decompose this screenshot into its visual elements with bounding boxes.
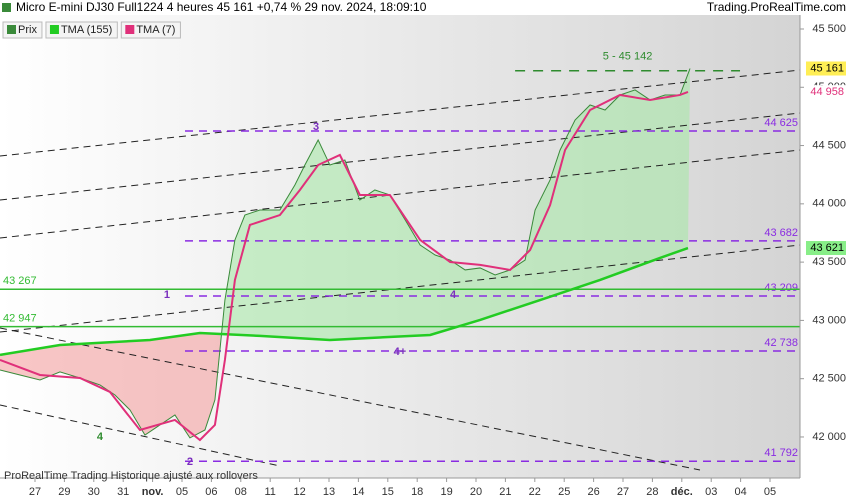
y-tick-label: 43 000	[812, 314, 846, 326]
price-marker	[806, 241, 846, 256]
level-label: 41 792	[764, 447, 798, 459]
x-axis-panel	[0, 478, 850, 500]
legend-label: TMA (155)	[61, 24, 112, 36]
x-tick-label: 13	[323, 486, 335, 498]
x-tick-label: 20	[470, 486, 482, 498]
trend-lines	[0, 69, 800, 471]
tma-line	[0, 90, 689, 442]
wave-label: 2	[187, 456, 193, 468]
wave-label: 4	[97, 431, 104, 443]
y-tick-label: 45 500	[812, 23, 846, 35]
y-tick-label: 44 500	[812, 139, 846, 151]
level-label: 43 682	[764, 227, 798, 239]
y-tick-label: 44 000	[812, 198, 846, 210]
x-tick-label: 08	[235, 486, 247, 498]
y-tick-label: 43 500	[812, 256, 846, 268]
x-tick-label: nov.	[142, 486, 164, 498]
wave-label: 4+	[394, 346, 407, 358]
price-marker-label: 43 621	[810, 242, 844, 254]
trend-line	[0, 149, 800, 239]
bear-fill	[0, 332, 220, 438]
x-tick-label: 26	[587, 486, 599, 498]
chart-title: Micro E-mini DJ30 Full1224 4 heures 45 1…	[16, 0, 427, 14]
legend-label: TMA (7)	[136, 24, 175, 36]
x-tick-label: 21	[499, 486, 511, 498]
header-bar	[0, 0, 850, 15]
wave-label: 3	[313, 121, 319, 133]
legend-item: TMA (155)	[45, 21, 118, 39]
x-tick-label: 06	[205, 486, 217, 498]
legend-item: Prix	[2, 21, 43, 39]
x-tick-label: 31	[117, 486, 129, 498]
x-tick-label: 27	[617, 486, 629, 498]
x-tick-label: 25	[558, 486, 570, 498]
x-tick-label: 19	[440, 486, 452, 498]
x-tick-label: 04	[734, 486, 746, 498]
x-tick-label: 29	[58, 486, 70, 498]
x-tick-label: 27	[29, 486, 41, 498]
trend-line	[0, 69, 800, 157]
x-tick-label: 28	[646, 486, 658, 498]
legend-box	[45, 21, 118, 39]
price-marker-label: 45 161	[810, 62, 844, 74]
price-marker	[806, 61, 846, 76]
x-tick-label: 11	[264, 486, 275, 498]
logo	[2, 3, 11, 12]
level-label: 42 947	[3, 312, 37, 324]
x-tick-label: 15	[382, 486, 394, 498]
y-tick-label: 42 500	[812, 373, 846, 385]
wave-label: 1	[164, 289, 170, 301]
level-label: 43 209	[764, 282, 798, 294]
tma-line	[0, 246, 689, 357]
trend-line	[0, 244, 800, 333]
x-tick-label: 12	[293, 486, 305, 498]
trend-line	[0, 112, 800, 201]
x-tick-label: 30	[88, 486, 100, 498]
footer: ProRealTime Trading Historique ajusté au…	[4, 470, 258, 482]
price-marker-label: 44 958	[810, 86, 844, 98]
legend-item: TMA (7)	[120, 21, 181, 39]
level-label: 43 267	[3, 275, 37, 287]
legend-box	[120, 21, 181, 39]
wave-label: 4	[450, 289, 457, 301]
x-tick-label: 05	[176, 486, 188, 498]
x-tick-label: 05	[764, 486, 776, 498]
price-marker	[806, 85, 846, 100]
legend-swatch	[125, 25, 135, 34]
level-label: 44 625	[764, 117, 798, 129]
x-tick-label: déc.	[671, 486, 693, 498]
x-tick-label: 14	[352, 486, 364, 498]
x-tick-label: 18	[411, 486, 423, 498]
legend-label: Prix	[18, 24, 37, 36]
y-tick-label: 42 000	[812, 431, 846, 443]
target-label: 5 - 45 142	[603, 51, 653, 63]
legend-swatch	[7, 25, 16, 34]
source: Trading.ProRealTime.com	[707, 0, 846, 14]
x-tick-label: 03	[705, 486, 717, 498]
legend-swatch	[49, 25, 59, 34]
x-tick-label: 22	[529, 486, 541, 498]
level-label: 42 738	[764, 337, 798, 349]
